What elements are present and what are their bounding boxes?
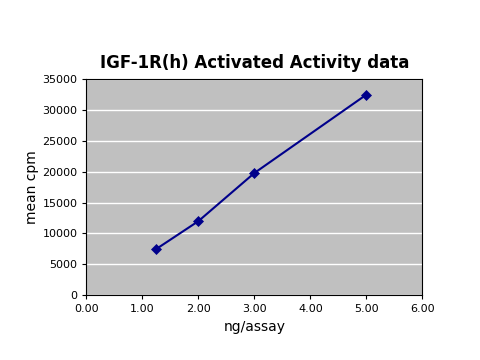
Title: IGF-1R(h) Activated Activity data: IGF-1R(h) Activated Activity data bbox=[100, 54, 409, 72]
X-axis label: ng/assay: ng/assay bbox=[223, 320, 286, 334]
Y-axis label: mean cpm: mean cpm bbox=[25, 150, 39, 224]
